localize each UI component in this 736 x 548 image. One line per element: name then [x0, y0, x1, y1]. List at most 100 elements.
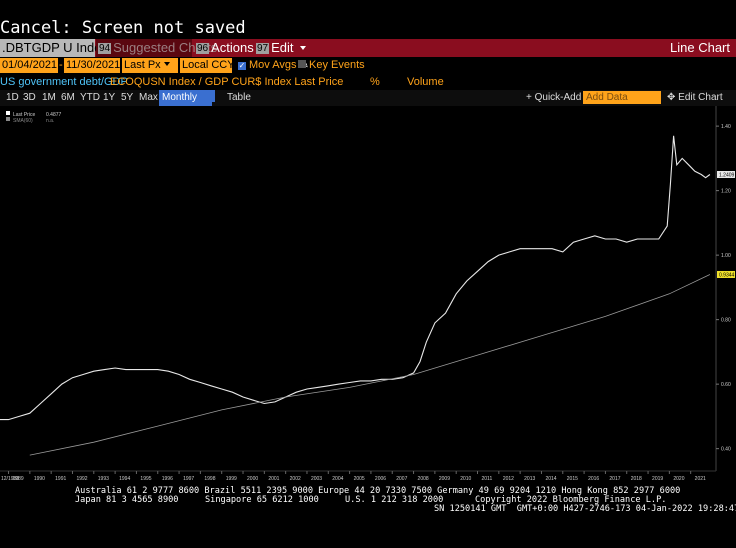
edit-menu[interactable]: 97 Edit: [256, 39, 307, 57]
x-tick-label: 1996: [162, 476, 173, 482]
edit-label: Edit: [271, 40, 294, 55]
y-tick-label: 1.00: [721, 253, 731, 259]
series-name: US government debt/GDP: [0, 76, 128, 88]
x-tick-label: 2017: [609, 476, 620, 482]
mov-avgs-label: Mov Avgs: [249, 59, 297, 71]
x-tick-label: 2007: [396, 476, 407, 482]
footer-line-1: Australia 61 2 9777 8600 Brazil 5511 239…: [75, 486, 681, 496]
tab-1d[interactable]: 1D: [6, 92, 19, 103]
line-chart[interactable]: Last Price 0.4877 SMA(60) n.a. 0.400.600…: [0, 106, 736, 486]
series-formula: ECOQUSN Index / GDP CUR$ Index Last Pric…: [110, 76, 344, 88]
tab-1y[interactable]: 1Y: [103, 92, 116, 103]
end-date-field[interactable]: 11/30/2021: [64, 58, 130, 73]
line-chart-icon: [203, 90, 215, 102]
sma-tag-bg: [717, 270, 735, 278]
legend-price-label: Last Price: [13, 112, 35, 118]
tab-1m[interactable]: 1M: [42, 92, 56, 103]
x-tick-label: 2010: [460, 476, 471, 482]
sma-tag: 0.9344: [719, 272, 735, 278]
edit-chart-button[interactable]: ✥ Edit Chart: [667, 90, 723, 106]
series-bar: US government debt/GDP ECOQUSN Index / G…: [0, 75, 736, 90]
checkbox-checked-icon: ✓: [238, 61, 246, 70]
end-date-value: 11/30/2021: [66, 59, 121, 71]
chevron-down-icon: [300, 46, 307, 50]
x-tick-label: 2012: [503, 476, 514, 482]
start-date-field[interactable]: 01/04/2021: [0, 58, 67, 73]
x-tick-label: 2004: [332, 476, 343, 482]
suggested-label: Suggested Charts: [113, 40, 218, 55]
ticker-field[interactable]: .DBTGDP U Index: [0, 39, 108, 57]
volume-label[interactable]: Volume: [407, 76, 444, 88]
x-tick-label: 1990: [34, 476, 45, 482]
price-line: [0, 135, 711, 421]
x-tick-label: 2016: [588, 476, 599, 482]
currency-value: Local CCY: [182, 59, 235, 71]
value-tags: 1.2409 0.9344: [717, 171, 735, 278]
suggested-charts-button[interactable]: 94 Suggested Charts: [96, 39, 217, 57]
y-tick-label: 1.40: [721, 124, 731, 130]
status-message: Cancel: Screen not saved: [0, 18, 246, 38]
footer-line-2b: Singapore 65 6212 1000: [205, 495, 319, 505]
tab-table[interactable]: Table: [227, 92, 251, 103]
key-events-toggle[interactable]: Key Events: [298, 58, 365, 73]
chart-background: [0, 106, 736, 486]
x-tick-label: 1998: [204, 476, 215, 482]
y-tick-label: 0.80: [721, 318, 731, 324]
suggested-num: 94: [98, 43, 112, 54]
percent-toggle[interactable]: %: [370, 76, 380, 88]
tab-5y[interactable]: 5Y: [121, 92, 134, 103]
x-tick-label: 1991: [55, 476, 66, 482]
actions-num: 96: [196, 43, 210, 54]
x-tick-label: 1993: [98, 476, 109, 482]
y-tick-label: 0.60: [721, 382, 731, 388]
x-tick-label: 1995: [140, 476, 151, 482]
current-price-tag-bg: [717, 171, 735, 179]
x-tick-label: 2019: [652, 476, 663, 482]
start-date-value: 01/04/2021: [2, 59, 58, 71]
x-tick-label: 2011: [482, 476, 493, 482]
x-tick-label: 2021: [695, 476, 706, 482]
currency-select[interactable]: Local CCY: [180, 58, 244, 73]
legend-sma-value: n.a.: [46, 118, 54, 124]
x-start-label: 12/1988: [1, 476, 19, 482]
x-tick-label: 2006: [375, 476, 386, 482]
frequency-value: Monthly: [162, 92, 198, 103]
footer-line-2d: Copyright 2022 Bloomberg Finance L.P.: [475, 495, 667, 505]
y-tick-label: 0.40: [721, 447, 731, 453]
tab-6m[interactable]: 6M: [61, 92, 75, 103]
range-tabs-bar: 1D 3D 1M 6M YTD 1Y 5Y Max Monthly Table …: [0, 90, 736, 106]
series-lines: [0, 135, 711, 456]
footer-line-3: SN 1250141 GMT GMT+0:00 H427-2746-173 04…: [434, 504, 736, 514]
chart-style-button[interactable]: [203, 90, 215, 106]
tab-ytd[interactable]: YTD: [80, 92, 100, 103]
tab-max[interactable]: Max: [139, 92, 158, 103]
legend-price-value: 0.4877: [46, 112, 62, 118]
x-tick-label: 2001: [268, 476, 279, 482]
price-field-select[interactable]: Last Px: [122, 58, 178, 73]
y-tick-label: 1.20: [721, 189, 731, 195]
x-tick-label: 1994: [119, 476, 130, 482]
x-tick-label: 2002: [290, 476, 301, 482]
checkbox-unchecked-icon: [298, 60, 306, 68]
legend-price-swatch: [6, 111, 10, 115]
sma-line: [29, 274, 711, 456]
x-tick-label: 2018: [631, 476, 642, 482]
add-data-input[interactable]: Add Data: [583, 91, 661, 104]
legend-sma-swatch: [6, 117, 10, 121]
x-tick-label: 1999: [226, 476, 237, 482]
y-axis-ticks: 0.40 0.60 0.80 1.00 1.20 1.40: [716, 124, 731, 453]
x-tick-label: 2008: [418, 476, 429, 482]
x-tick-label: 1992: [76, 476, 87, 482]
chart-legend: Last Price 0.4877 SMA(60) n.a.: [6, 111, 62, 124]
x-tick-label: 2009: [439, 476, 450, 482]
legend-sma-label: SMA(60): [13, 118, 33, 124]
quick-add-label: Quick-Add: [534, 92, 582, 103]
footer: Australia 61 2 9777 8600 Brazil 5511 239…: [0, 487, 736, 547]
x-tick-label: 2005: [354, 476, 365, 482]
x-tick-label: 2020: [673, 476, 684, 482]
actions-label: Actions: [211, 40, 254, 55]
key-events-label: Key Events: [309, 59, 365, 71]
tab-3d[interactable]: 3D: [23, 92, 36, 103]
x-tick-label: 1997: [183, 476, 194, 482]
footer-line-2c: U.S. 1 212 318 2000: [345, 495, 444, 505]
